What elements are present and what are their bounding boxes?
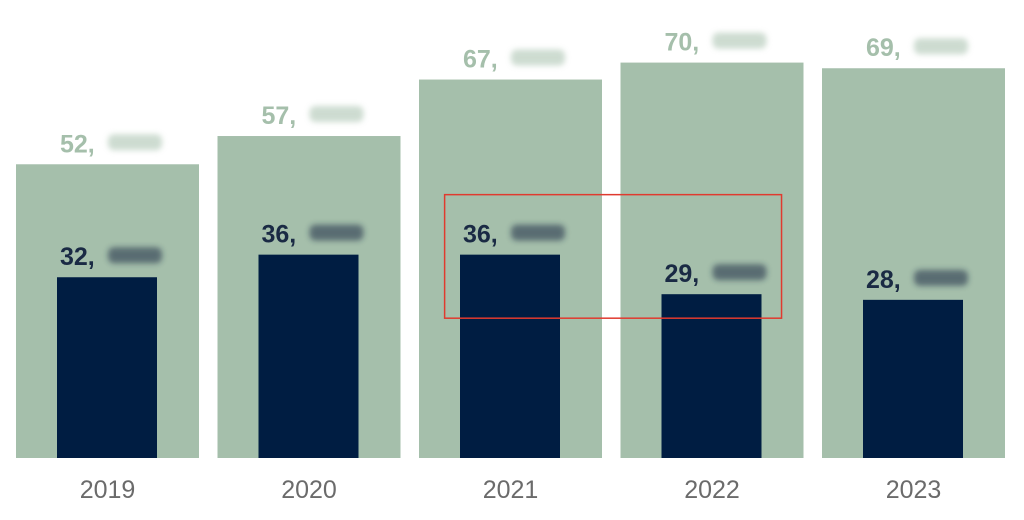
label-value-2023: 28, <box>866 266 901 294</box>
label-value-2019: 32, <box>60 243 95 271</box>
label-total-2019: 52, <box>60 130 95 158</box>
label-total-2021: 67, <box>463 46 498 74</box>
label-value-2022: 29, <box>665 260 700 288</box>
obscured-digits-total-2019 <box>108 134 162 151</box>
obscured-digits-value-2019 <box>108 247 162 264</box>
label-total-2022: 70, <box>665 29 700 57</box>
obscured-digits-value-2022 <box>712 264 767 281</box>
label-total-2023: 69, <box>866 34 901 62</box>
foreground-bars <box>57 254 963 458</box>
obscured-digits-total-2021 <box>511 49 565 66</box>
highlight-box <box>443 193 783 319</box>
label-total-2020: 57, <box>262 102 297 130</box>
label-value-2021: 36, <box>463 221 498 249</box>
obscured-digits-value-2021 <box>511 224 565 241</box>
obscured-digits-total-2020 <box>309 106 364 123</box>
data-labels: 52, 32, 57, 36, 67, 36, 70, 29, 69, 28, <box>60 29 968 294</box>
x-tick-2023: 2023 <box>886 476 942 504</box>
obscured-digits-total-2022 <box>712 32 767 49</box>
annotations <box>443 193 783 319</box>
obscured-digits-total-2023 <box>914 38 968 55</box>
x-tick-2022: 2022 <box>684 476 740 504</box>
x-tick-2021: 2021 <box>483 476 539 504</box>
obscured-digits-value-2023 <box>914 269 968 286</box>
label-value-2020: 36, <box>262 221 297 249</box>
bar-value-2020 <box>258 254 359 458</box>
bar-value-2019 <box>57 277 157 458</box>
x-tick-2019: 2019 <box>80 476 136 504</box>
x-axis-ticks: 2019 2020 2021 2022 2023 <box>80 476 942 504</box>
obscured-digits-value-2020 <box>309 224 364 241</box>
x-tick-2020: 2020 <box>281 476 337 504</box>
bar-value-2021 <box>460 254 560 458</box>
bar-value-2022 <box>661 294 762 458</box>
bar-value-2023 <box>863 299 963 458</box>
